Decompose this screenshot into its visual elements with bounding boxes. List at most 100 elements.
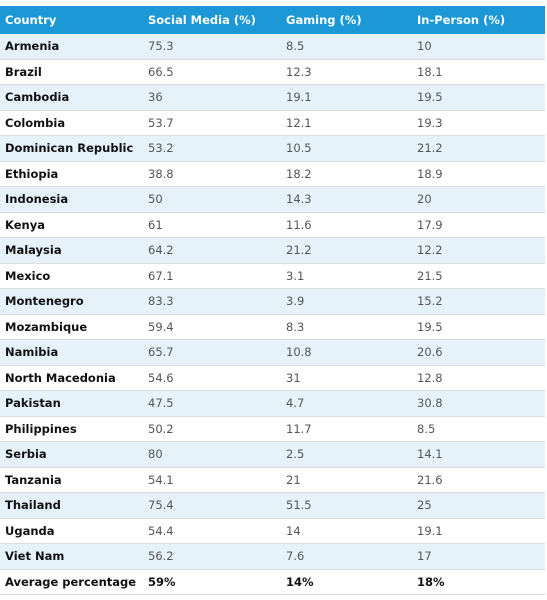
country-cell: Tanzania [0,467,143,493]
value-cell: 38.8 [143,161,281,187]
table-row: Viet Nam 56.2 7.6 17 [0,543,545,570]
header-cell: In-Person (%) [412,6,545,34]
header-cell: Country [0,6,143,34]
table-body: Armenia 75.3 8.5 10 Brazil 66.5 12.3 18.1 Cambod… [0,34,545,595]
value-cell: 64.2 [143,237,281,264]
table-row: North Macedonia 54.6 31 12.8 [0,365,545,391]
value-cell: 21 [281,467,412,493]
table-header: Country Social Media (%) Gaming (%) In-Pers… [0,6,545,34]
table-row: Brazil 66.5 12.3 18.1 [0,59,545,85]
table-row: Serbia 80 2.5 14.1 [0,441,545,468]
value-cell: 18.9 [412,161,545,187]
value-cell: 25 [412,492,545,519]
value-cell: 53.7 [143,110,281,136]
value-cell: 54.4 [143,518,281,544]
table-row: Kenya 61 11.6 17.9 [0,212,545,238]
value-cell: 36 [143,84,281,111]
value-cell: 18.2 [281,161,412,187]
value-cell: 17 [412,543,545,570]
value-cell: 20 [412,186,545,213]
value-cell: 12.1 [281,110,412,136]
value-cell: 3.9 [281,288,412,315]
country-cell: Brazil [0,59,143,85]
value-cell: 11.6 [281,212,412,238]
country-cell: Malaysia [0,237,143,264]
value-cell: 21.2 [412,135,545,162]
country-cell: Dominican Republic [0,135,143,162]
value-cell: 10.5 [281,135,412,162]
value-cell: 31 [281,365,412,391]
table-row: Cambodia 36 19.1 19.5 [0,84,545,111]
value-cell: 11.7 [281,416,412,442]
table-row: Colombia 53.7 12.1 19.3 [0,110,545,136]
value-cell: 30.8 [412,390,545,417]
header-row: Country Social Media (%) Gaming (%) In-Pers… [0,6,545,34]
value-cell: 19.3 [412,110,545,136]
value-cell: 67.1 [143,263,281,289]
value-cell: 14 [281,518,412,544]
country-cell: Namibia [0,339,143,366]
value-cell: 50 [143,186,281,213]
table-row: Namibia 65.7 10.8 20.6 [0,339,545,366]
value-cell: 80 [143,441,281,468]
country-cell: Viet Nam [0,543,143,570]
value-cell: 10 [412,34,545,60]
value-cell: 4.7 [281,390,412,417]
value-cell: 61 [143,212,281,238]
table-row: Philippines 50.2 11.7 8.5 [0,416,545,442]
value-cell: 19.5 [412,84,545,111]
value-cell: 15.2 [412,288,545,315]
value-cell: 3.1 [281,263,412,289]
value-cell: 20.6 [412,339,545,366]
country-cell: Cambodia [0,84,143,111]
value-cell: 66.5 [143,59,281,85]
table-row: Uganda 54.4 14 19.1 [0,518,545,544]
value-cell: 54.1 [143,467,281,493]
header-cell: Gaming (%) [281,6,412,34]
value-cell: 54.6 [143,365,281,391]
value-cell: 10.8 [281,339,412,366]
country-cell: North Macedonia [0,365,143,391]
table-row: Montenegro 83.3 3.9 15.2 [0,288,545,315]
value-cell: 8.3 [281,314,412,340]
value-cell: 21.6 [412,467,545,493]
value-cell: 12.3 [281,59,412,85]
value-cell: 59.4 [143,314,281,340]
country-cell: Kenya [0,212,143,238]
value-cell: 7.6 [281,543,412,570]
country-cell: Uganda [0,518,143,544]
table-row: Mexico 67.1 3.1 21.5 [0,263,545,289]
country-cell: Armenia [0,34,143,60]
value-cell: 12.8 [412,365,545,391]
value-cell: 47.5 [143,390,281,417]
table-row: Tanzania 54.1 21 21.6 [0,467,545,493]
value-cell: 53.2 [143,135,281,162]
value-cell: 50.2 [143,416,281,442]
value-cell: 75.4 [143,492,281,519]
value-cell: 51.5 [281,492,412,519]
table-row: Thailand 75.4 51.5 25 [0,492,545,519]
value-cell: 21.5 [412,263,545,289]
value-cell: 19.1 [412,518,545,544]
table-row: Mozambique 59.4 8.3 19.5 [0,314,545,340]
average-cell: Average percentage [0,569,143,595]
value-cell: 14.3 [281,186,412,213]
table-row: Armenia 75.3 8.5 10 [0,34,545,60]
value-cell: 17.9 [412,212,545,238]
country-cell: Ethiopia [0,161,143,187]
value-cell: 8.5 [412,416,545,442]
country-cell: Montenegro [0,288,143,315]
table-row: Indonesia 50 14.3 20 [0,186,545,213]
value-cell: 65.7 [143,339,281,366]
average-cell: 18% [412,569,545,595]
table-row: Ethiopia 38.8 18.2 18.9 [0,161,545,187]
average-cell: 59% [143,569,281,595]
value-cell: 75.3 [143,34,281,60]
value-cell: 14.1 [412,441,545,468]
value-cell: 56.2 [143,543,281,570]
country-cell: Serbia [0,441,143,468]
value-cell: 2.5 [281,441,412,468]
value-cell: 21.2 [281,237,412,264]
value-cell: 18.1 [412,59,545,85]
